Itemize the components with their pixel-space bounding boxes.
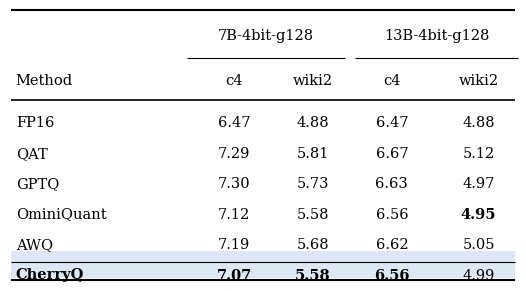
Text: 6.56: 6.56 xyxy=(374,269,410,282)
Text: 5.12: 5.12 xyxy=(462,147,495,161)
Text: 13B-4bit-g128: 13B-4bit-g128 xyxy=(384,29,489,43)
Text: c4: c4 xyxy=(225,74,243,88)
Bar xyxy=(11,251,515,278)
Text: 6.63: 6.63 xyxy=(376,177,408,191)
Text: 7B-4bit-g128: 7B-4bit-g128 xyxy=(218,29,313,43)
Text: FP16: FP16 xyxy=(16,116,54,130)
Text: 7.12: 7.12 xyxy=(218,208,250,222)
Text: 7.07: 7.07 xyxy=(216,269,252,282)
Text: wiki2: wiki2 xyxy=(459,74,499,88)
Text: 4.95: 4.95 xyxy=(461,208,497,222)
Text: Method: Method xyxy=(16,74,73,88)
Text: 6.47: 6.47 xyxy=(218,116,250,130)
Text: QAT: QAT xyxy=(16,147,47,161)
Text: 6.47: 6.47 xyxy=(376,116,408,130)
Text: 6.67: 6.67 xyxy=(376,147,408,161)
Text: 5.68: 5.68 xyxy=(297,238,329,252)
Text: 6.62: 6.62 xyxy=(376,238,408,252)
Text: 5.73: 5.73 xyxy=(297,177,329,191)
Text: CherryQ: CherryQ xyxy=(16,269,84,282)
Text: 7.30: 7.30 xyxy=(218,177,250,191)
Text: 6.56: 6.56 xyxy=(376,208,408,222)
Text: 4.88: 4.88 xyxy=(462,116,495,130)
Text: wiki2: wiki2 xyxy=(293,74,333,88)
Text: c4: c4 xyxy=(383,74,401,88)
Text: 7.19: 7.19 xyxy=(218,238,250,252)
Text: AWQ: AWQ xyxy=(16,238,53,252)
Text: 5.81: 5.81 xyxy=(297,147,329,161)
Text: 4.99: 4.99 xyxy=(462,269,495,282)
Text: 5.58: 5.58 xyxy=(295,269,331,282)
Text: 5.58: 5.58 xyxy=(297,208,329,222)
Text: 4.88: 4.88 xyxy=(297,116,329,130)
Text: GPTQ: GPTQ xyxy=(16,177,59,191)
Text: 4.97: 4.97 xyxy=(462,177,495,191)
Text: 5.05: 5.05 xyxy=(462,238,495,252)
Text: 7.29: 7.29 xyxy=(218,147,250,161)
Text: OminiQuant: OminiQuant xyxy=(16,208,106,222)
